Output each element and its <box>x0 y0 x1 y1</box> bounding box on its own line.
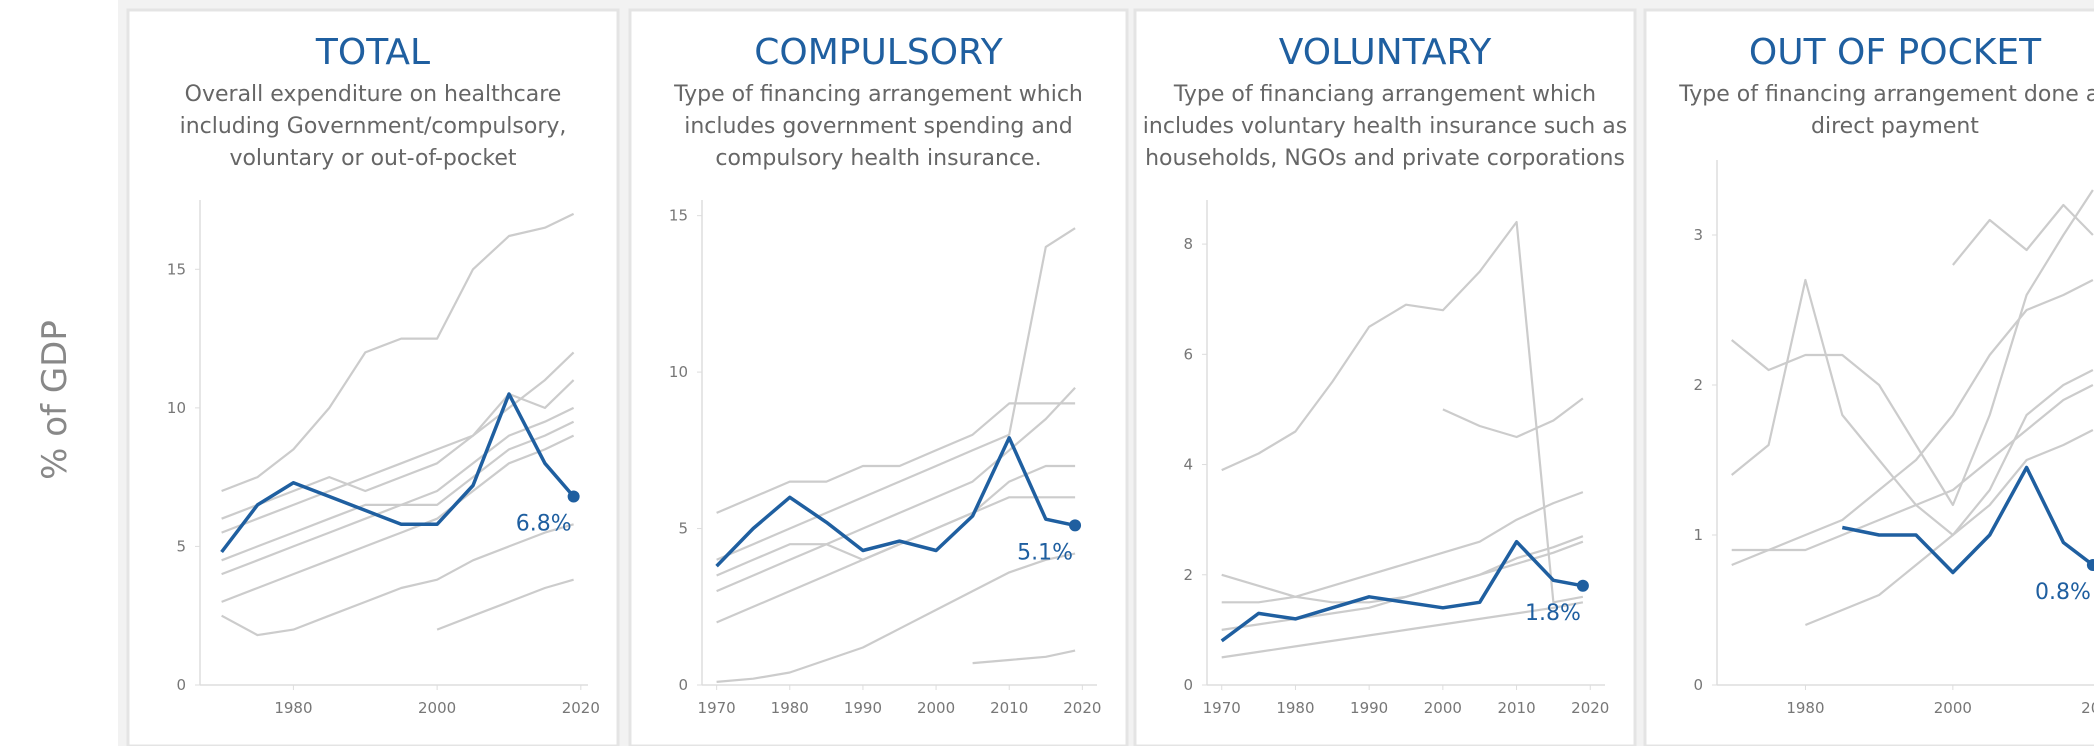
y-tick-label: 8 <box>1183 235 1193 253</box>
y-tick-label: 3 <box>1693 226 1703 244</box>
y-tick-label: 0 <box>1693 676 1703 694</box>
axis-strip <box>0 0 118 746</box>
highlight-line <box>1220 539 1584 643</box>
y-tick-label: 0 <box>1183 676 1193 694</box>
country-line <box>436 578 574 631</box>
panel-subtitle: Overall expenditure on healthcare <box>185 82 562 107</box>
end-label: 0.8% <box>2035 580 2091 605</box>
y-tick-label: 4 <box>1183 456 1193 474</box>
x-tick-label: 1980 <box>274 699 312 717</box>
country-line <box>972 649 1076 665</box>
x-tick-label: 1970 <box>1203 699 1241 717</box>
country-line <box>1442 397 1584 439</box>
country-line <box>1221 491 1584 604</box>
y-tick-label: 15 <box>669 207 688 225</box>
end-label: 1.8% <box>1525 601 1581 626</box>
panel-subtitle: Type of financing arrangement which <box>673 82 1083 107</box>
x-tick-label: 2020 <box>562 699 600 717</box>
x-tick-label: 2020 <box>1571 699 1609 717</box>
y-tick-label: 0 <box>176 676 186 694</box>
country-line <box>716 402 1076 514</box>
panel <box>628 8 1129 746</box>
y-axis-label: % of GDP <box>35 320 75 480</box>
highlight-line <box>715 436 1076 568</box>
y-tick-label: 1 <box>1693 526 1703 544</box>
end-point <box>2086 559 2094 571</box>
end-point <box>567 490 580 503</box>
panel-subtitle: households, NGOs and private corporation… <box>1145 146 1625 171</box>
panel-title: COMPULSORY <box>754 32 1004 73</box>
country-line <box>221 523 574 637</box>
end-point <box>1069 519 1082 532</box>
panel-subtitle: compulsory health insurance. <box>715 146 1041 171</box>
panel <box>1133 8 1637 746</box>
panel <box>126 8 620 746</box>
y-tick-label: 0 <box>678 676 688 694</box>
x-tick-label: 2010 <box>1497 699 1535 717</box>
y-tick-label: 2 <box>1693 376 1703 394</box>
x-tick-label: 2000 <box>418 699 456 717</box>
panel-title: VOLUNTARY <box>1279 32 1492 73</box>
end-label: 6.8% <box>516 512 572 537</box>
y-tick-label: 6 <box>1183 345 1193 363</box>
country-line <box>1221 220 1584 604</box>
x-tick-label: 1980 <box>1786 699 1824 717</box>
country-line <box>1731 189 2094 507</box>
end-label: 5.1% <box>1017 540 1073 565</box>
country-line <box>1804 429 2094 627</box>
country-line <box>716 552 1076 683</box>
y-tick-label: 5 <box>176 537 186 555</box>
country-line <box>221 212 575 493</box>
x-tick-label: 2020 <box>1063 699 1101 717</box>
y-tick-label: 5 <box>678 520 688 538</box>
country-line <box>1731 279 2094 567</box>
x-tick-label: 2000 <box>1934 699 1972 717</box>
country-line <box>1221 601 1584 659</box>
x-tick-label: 2000 <box>1424 699 1462 717</box>
country-line <box>1731 384 2094 552</box>
x-tick-label: 1990 <box>844 699 882 717</box>
x-tick-label: 2000 <box>917 699 955 717</box>
x-tick-label: 1970 <box>698 699 736 717</box>
country-line <box>1952 203 2094 266</box>
panel-title: OUT OF POCKET <box>1749 32 2042 73</box>
panel-subtitle: includes voluntary health insurance such… <box>1143 114 1627 139</box>
country-line <box>716 227 1076 561</box>
country-line <box>221 379 575 520</box>
panel-subtitle: Type of financiang arrangement which <box>1173 82 1596 107</box>
y-tick-label: 10 <box>669 363 688 381</box>
x-tick-label: 1980 <box>1276 699 1314 717</box>
country-line <box>221 420 575 562</box>
y-tick-label: 10 <box>167 399 186 417</box>
panel-title: TOTAL <box>315 32 430 73</box>
x-tick-label: 2010 <box>990 699 1028 717</box>
highlight-line <box>220 392 575 554</box>
country-line <box>716 496 1076 577</box>
end-point <box>1576 579 1589 592</box>
country-line <box>221 434 575 603</box>
panel-subtitle: includes government spending and <box>684 114 1073 139</box>
x-tick-label: 1980 <box>771 699 809 717</box>
panel-subtitle: Type of financing arrangement done as <box>1678 82 2094 107</box>
country-line <box>716 386 1076 593</box>
y-tick-label: 15 <box>167 260 186 278</box>
highlight-line <box>1841 465 2094 575</box>
panel-subtitle: including Government/compulsory, <box>180 114 567 139</box>
panel-subtitle: direct payment <box>1811 114 1979 139</box>
x-tick-label: 1990 <box>1350 699 1388 717</box>
panel-subtitle: voluntary or out-of-pocket <box>229 146 516 171</box>
y-tick-label: 2 <box>1183 566 1193 584</box>
x-tick-label: 2020 <box>2081 699 2094 717</box>
